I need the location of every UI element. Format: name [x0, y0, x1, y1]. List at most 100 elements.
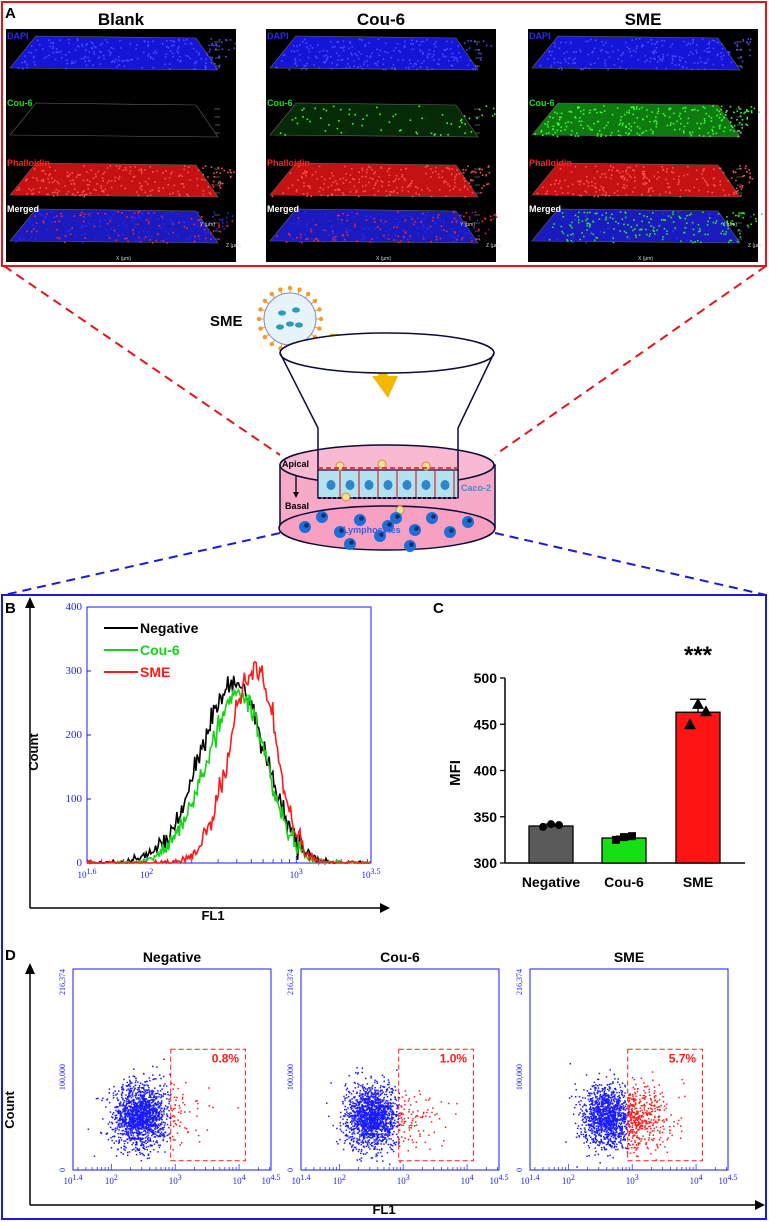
- event-dot: [197, 1102, 199, 1105]
- texture-speck: [295, 61, 297, 63]
- texture-speck: [579, 238, 582, 241]
- texture-speck: [706, 184, 709, 187]
- event-dot: [166, 1134, 168, 1137]
- event-dot: [116, 1128, 118, 1130]
- event-dot: [159, 1134, 161, 1137]
- texture-speck: [470, 179, 472, 182]
- texture-speck: [729, 221, 732, 224]
- event-dot: [360, 1101, 362, 1103]
- texture-speck: [590, 128, 592, 131]
- texture-speck: [662, 219, 665, 221]
- event-dot: [382, 1125, 384, 1127]
- texture-speck: [668, 191, 671, 193]
- texture-speck: [593, 62, 596, 65]
- event-dot: [101, 1099, 103, 1102]
- texture-speck: [86, 184, 89, 186]
- texture-speck: [167, 183, 170, 186]
- texture-speck: [40, 213, 42, 216]
- texture-speck: [422, 224, 425, 226]
- texture-speck: [644, 61, 646, 63]
- texture-speck: [578, 219, 580, 221]
- texture-speck: [307, 221, 309, 224]
- texture-speck: [52, 181, 54, 183]
- texture-speck: [55, 48, 58, 50]
- texture-speck: [81, 233, 83, 236]
- texture-speck: [148, 235, 150, 237]
- panel-c-letter: C: [433, 600, 444, 617]
- event-dot: [160, 1104, 162, 1106]
- texture-speck: [736, 45, 739, 47]
- texture-speck: [582, 127, 585, 130]
- texture-speck: [173, 44, 175, 47]
- event-dot: [367, 1131, 369, 1133]
- texture-speck: [365, 184, 367, 187]
- event-dot: [150, 1130, 152, 1133]
- event-dot: [150, 1128, 152, 1130]
- event-dot: [387, 1134, 389, 1137]
- texture-speck: [753, 107, 756, 110]
- event-dot: [136, 1114, 138, 1116]
- volume-slab: [9, 102, 219, 138]
- texture-speck: [218, 39, 221, 41]
- event-dot: [134, 1128, 137, 1130]
- texture-speck: [577, 216, 579, 218]
- texture-speck: [211, 184, 214, 186]
- event-dot: [140, 1122, 143, 1125]
- texture-speck: [100, 51, 102, 53]
- event-dot: [141, 1097, 143, 1099]
- texture-speck: [324, 229, 327, 232]
- texture-speck: [313, 224, 316, 227]
- texture-speck: [442, 53, 444, 56]
- texture-speck: [454, 237, 457, 239]
- texture-speck: [358, 195, 360, 198]
- event-dot: [139, 1097, 141, 1099]
- event-dot: [95, 1097, 98, 1100]
- texture-speck: [562, 232, 565, 235]
- texture-speck: [758, 111, 760, 113]
- event-dot: [115, 1109, 117, 1112]
- texture-speck: [463, 215, 465, 218]
- texture-speck: [218, 55, 220, 58]
- texture-speck: [625, 68, 627, 71]
- texture-speck: [205, 58, 207, 61]
- texture-speck: [750, 106, 753, 108]
- texture-speck: [68, 42, 70, 45]
- event-dot: [144, 1100, 147, 1103]
- texture-speck: [743, 174, 746, 177]
- event-dot: [141, 1120, 143, 1122]
- event-dot: [132, 1137, 135, 1139]
- texture-speck: [294, 59, 297, 61]
- texture-speck: [741, 66, 743, 69]
- event-dot: [122, 1083, 124, 1086]
- event-dot: [100, 1131, 102, 1134]
- texture-speck: [134, 223, 136, 225]
- texture-speck: [66, 175, 69, 177]
- texture-speck: [35, 230, 38, 233]
- texture-speck: [731, 220, 734, 222]
- event-dot: [136, 1122, 138, 1125]
- texture-speck: [296, 189, 298, 191]
- event-dot: [155, 1113, 158, 1115]
- event-dot: [373, 1106, 376, 1108]
- axis-y-label: Y (μm): [200, 222, 215, 228]
- event-dot: [383, 1099, 385, 1101]
- event-dot: [160, 1096, 162, 1099]
- event-dot: [381, 1135, 383, 1137]
- texture-speck: [565, 125, 568, 128]
- event-dot: [350, 1101, 352, 1103]
- texture-speck: [310, 230, 313, 233]
- texture-speck: [88, 184, 90, 186]
- texture-speck: [379, 49, 382, 52]
- event-dot: [138, 1132, 141, 1134]
- texture-speck: [382, 63, 384, 66]
- texture-speck: [679, 112, 681, 115]
- event-dot: [152, 1119, 154, 1121]
- texture-speck: [580, 195, 583, 197]
- texture-speck: [617, 169, 619, 172]
- event-dot: [425, 1115, 427, 1117]
- event-dot: [370, 1137, 373, 1139]
- event-dot: [149, 1107, 151, 1109]
- texture-speck: [604, 195, 607, 197]
- texture-speck: [600, 133, 603, 136]
- texture-speck: [182, 220, 184, 223]
